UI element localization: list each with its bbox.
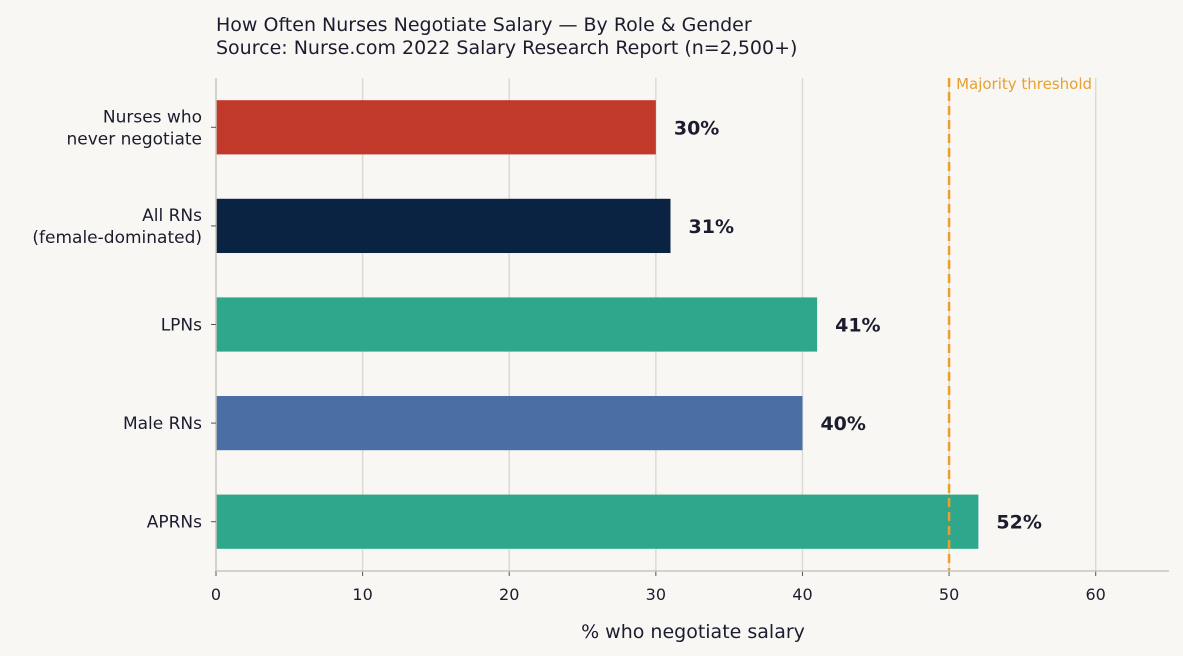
bar (216, 297, 818, 352)
bar-value-label: 41% (835, 315, 880, 337)
x-tick-label: 30 (646, 585, 666, 604)
bar-value-label: 40% (820, 413, 865, 435)
x-axis-title: % who negotiate salary (581, 621, 805, 643)
x-tick-label: 40 (792, 585, 812, 604)
bars (216, 100, 979, 549)
x-tick-label: 10 (352, 585, 372, 604)
category-label: APRNs (147, 513, 202, 533)
bar (216, 198, 671, 254)
axes (211, 78, 1169, 576)
x-tick-label: 0 (211, 585, 221, 604)
chart-subtitle: Source: Nurse.com 2022 Salary Research R… (216, 37, 797, 59)
category-label: Male RNs (123, 414, 202, 434)
x-tick-label: 50 (939, 585, 959, 604)
category-label: All RNs (142, 206, 202, 226)
bar-value-label: 31% (689, 216, 734, 238)
bar (216, 100, 656, 155)
category-label: Nurses who (103, 107, 202, 127)
majority-threshold-label: Majority threshold (956, 75, 1092, 93)
category-label: LPNs (161, 316, 202, 336)
x-tick-label: 60 (1086, 585, 1106, 604)
bar (216, 494, 979, 549)
category-label: never negotiate (66, 129, 202, 149)
bar (216, 395, 803, 451)
x-tick-label: 20 (499, 585, 519, 604)
chart-title: How Often Nurses Negotiate Salary — By R… (216, 14, 752, 36)
category-label: (female-dominated) (32, 228, 202, 248)
bar-value-label: 52% (996, 512, 1041, 534)
bar-value-label: 30% (674, 117, 719, 139)
